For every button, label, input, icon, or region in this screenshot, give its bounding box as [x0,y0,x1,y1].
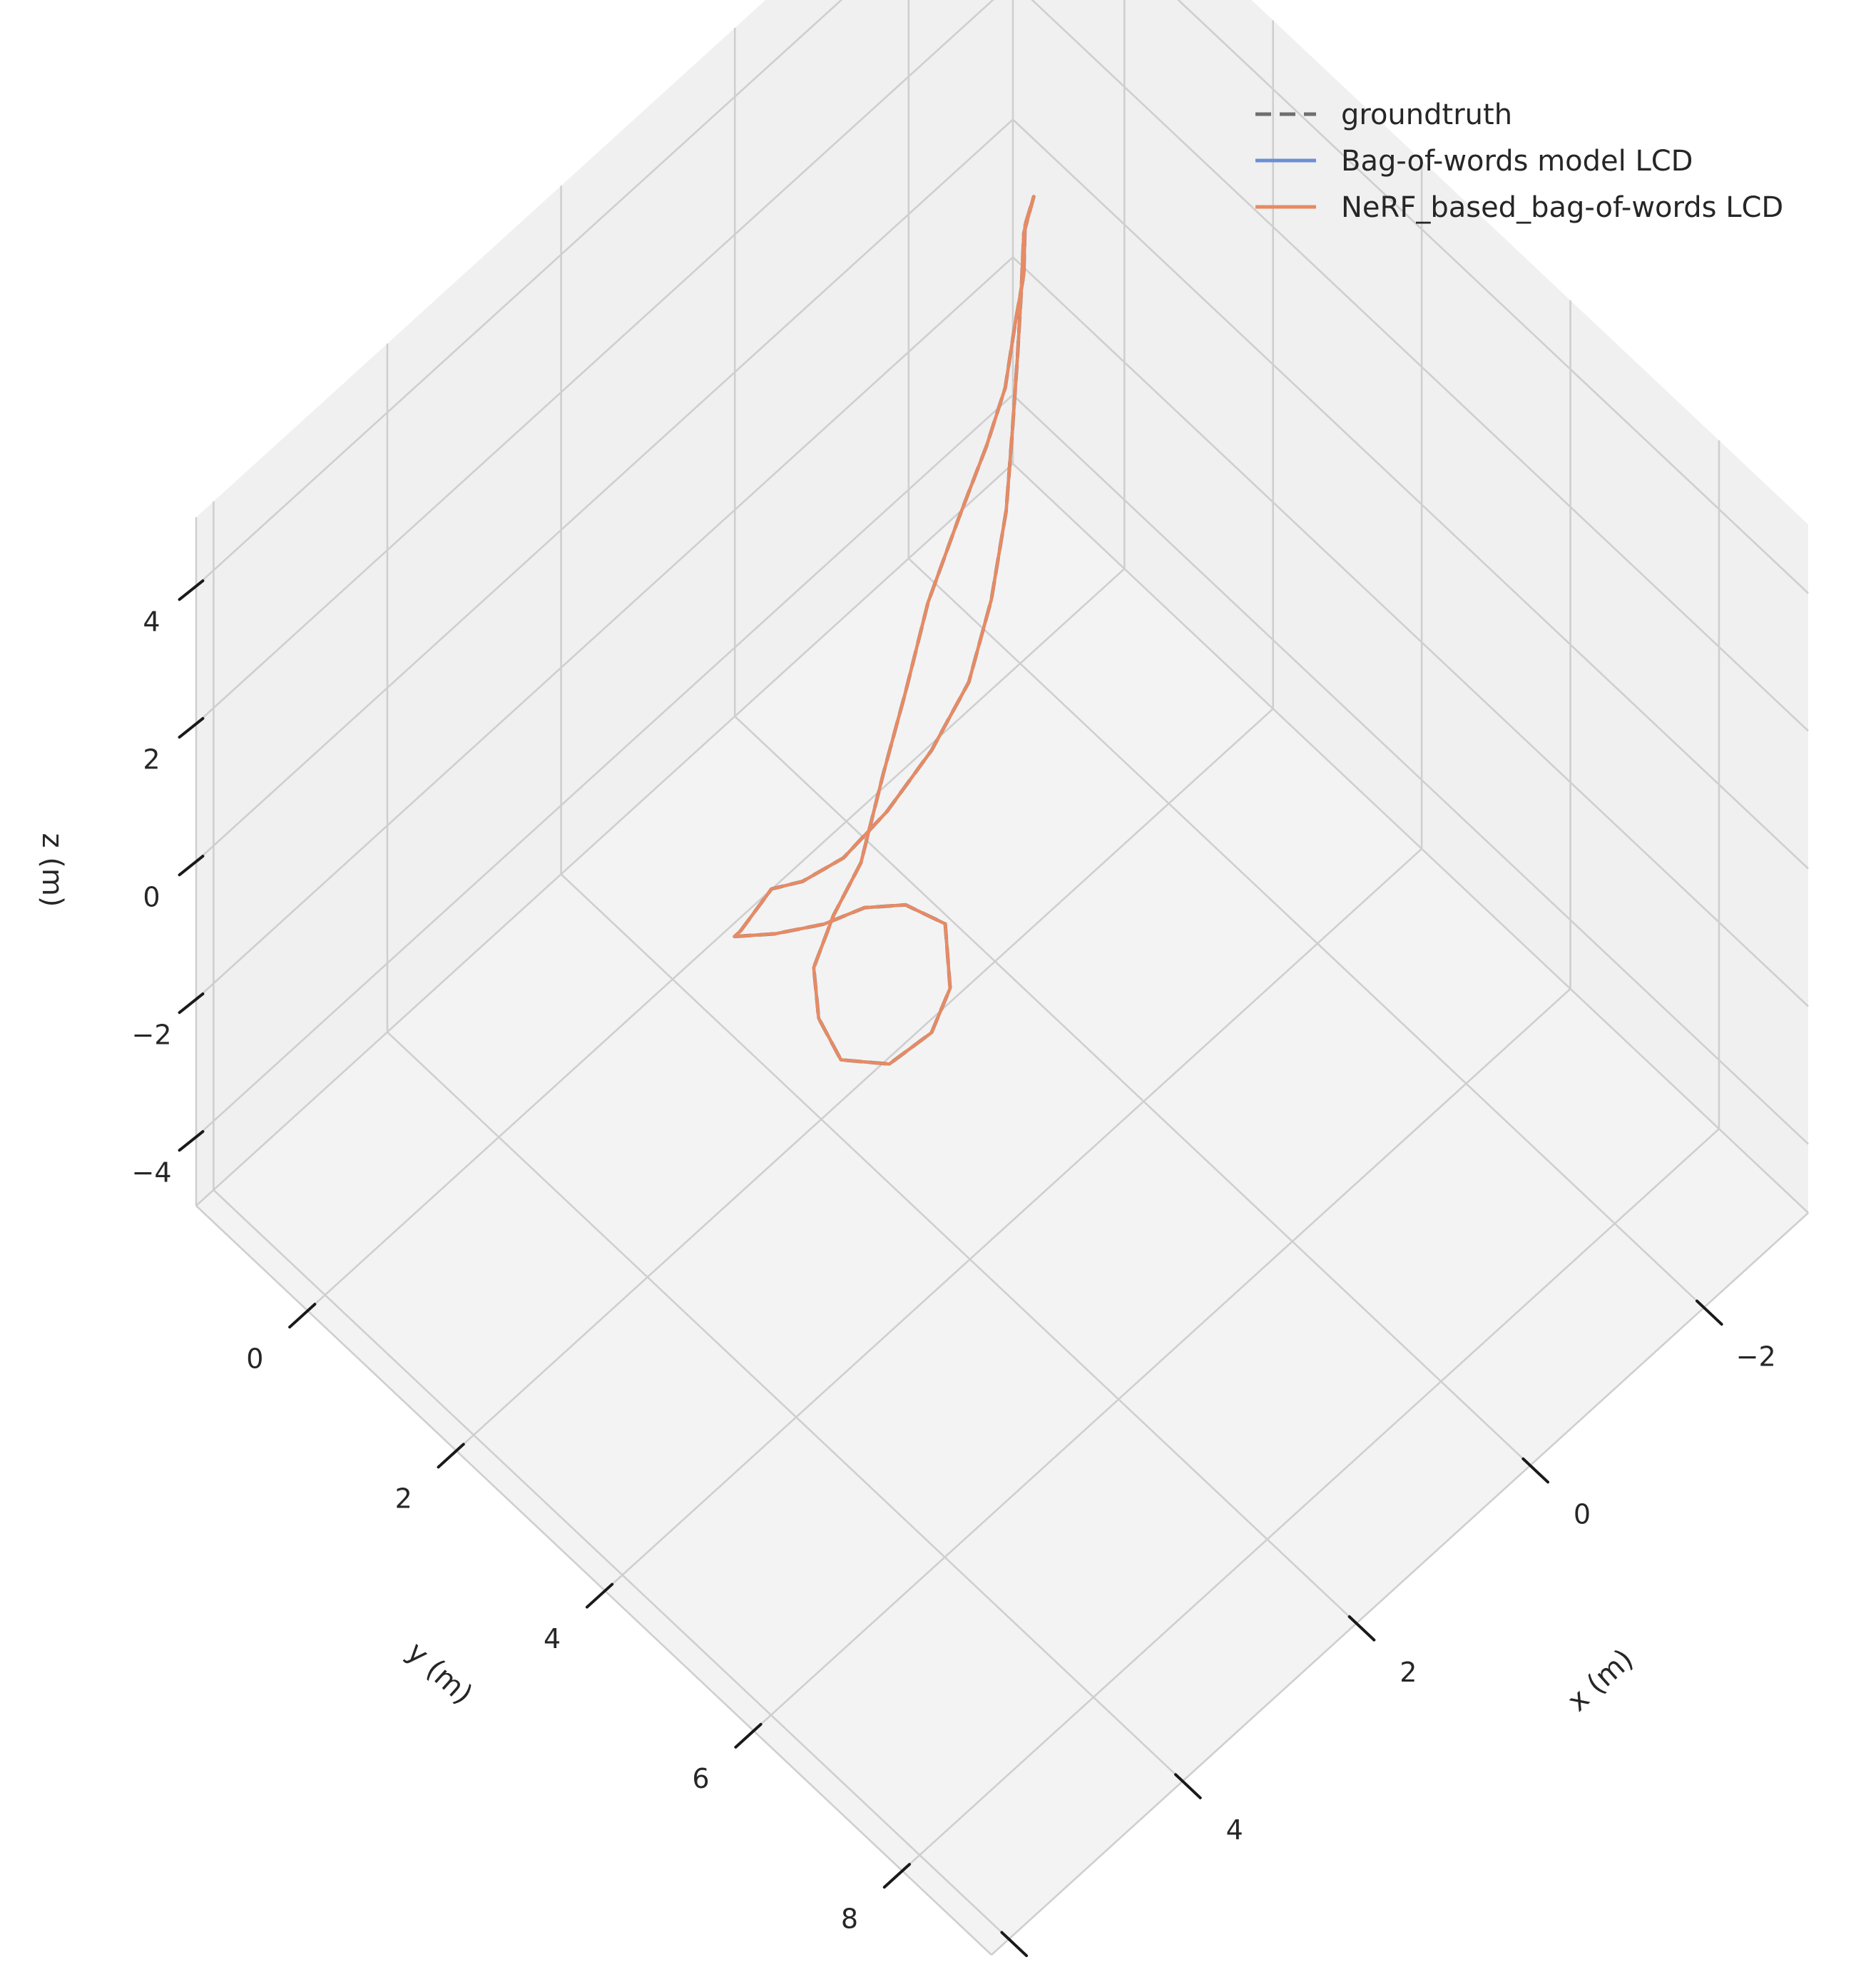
pane-y-wall [196,0,1013,1206]
grid-lines [195,0,1809,1956]
grid-z-xwall [1012,394,1809,1145]
series-nerf-bag-of-words [733,195,1036,1066]
z-tick-2-tick [178,855,205,877]
trajectory-series [733,195,1036,1066]
y-tick-2-tick [585,1582,614,1609]
x-tick-1-label: 0 [1574,1499,1591,1530]
x-tick-1-tick [1521,1457,1549,1484]
y-tick-0-label: 0 [246,1343,263,1374]
grid-z-xwall [1031,0,1809,732]
y-axis-label: y (m) [400,1636,479,1711]
y-tick-1-label: 2 [395,1483,412,1515]
x-axis-label: x (m) [1561,1643,1640,1718]
axis-ticks [178,579,1723,1958]
grid-x-floor [560,873,1357,1625]
z-axis-label: z (m) [36,833,68,908]
grid-z-xwall [1012,118,1809,870]
grid-x-floor [387,1031,1183,1782]
legend-label-bag-of-words: Bag-of-words model LCD [1341,145,1693,178]
y-tick-4-tick [882,1863,912,1889]
pane-floor [196,464,1808,1955]
grid-z-ywall [195,0,843,587]
x-tick-2-tick [1347,1615,1376,1642]
legend-label-groundtruth: groundtruth [1341,98,1512,131]
pane-x-wall [1013,0,1808,1213]
grid-y-floor [604,848,1423,1592]
y-tick-3-tick [734,1722,763,1749]
axis-panes [196,0,1808,1955]
x-tick-4-tick [1000,1931,1029,1958]
grid-z-ywall [195,394,1014,1138]
x-tick-0-label: −2 [1736,1341,1776,1372]
grid-y-floor [455,708,1274,1452]
x-tick-2-label: 2 [1400,1657,1417,1688]
tick-labels: −2024602468420−2−4 [132,606,1776,1934]
z-tick-0-tick [178,579,205,601]
legend-label-nerf-bag-of-words: NeRF_based_bag-of-words LCD [1341,191,1783,224]
z-tick-1-tick [178,717,205,739]
grid-x-floor [907,557,1705,1308]
z-tick-2-label: 0 [143,881,160,913]
x-tick-3-tick [1174,1773,1202,1799]
z-tick-3-label: −2 [132,1019,172,1050]
y-tick-1-tick [437,1443,465,1469]
grid-y-floor [902,1128,1720,1872]
pane-edge [991,1212,1809,1956]
pane-edge [195,1205,992,1956]
legend: groundtruth Bag-of-words model LCD NeRF_… [1255,98,1783,224]
y-tick-0-tick [288,1303,317,1329]
y-tick-2-label: 4 [544,1623,561,1655]
x-tick-0-tick [1695,1299,1723,1326]
z-tick-0-label: 4 [143,606,160,637]
grid-z-ywall [195,118,1014,863]
grid-z-xwall [1012,256,1809,1007]
z-tick-4-tick [178,1130,205,1152]
z-tick-3-tick [178,992,205,1015]
grid-y-floor [307,568,1126,1312]
z-tick-4-label: −4 [132,1157,172,1188]
y-tick-4-label: 8 [841,1903,858,1934]
grid-z-ywall [195,0,994,725]
grid-x-floor [213,1189,1010,1940]
grid-z-xwall [1177,0,1809,594]
z-tick-1-label: 2 [143,743,160,775]
pane-edge [1012,463,1809,1214]
grid-y-floor [753,988,1571,1732]
grid-z-ywall [195,256,1014,1000]
pane-edge [195,463,1014,1206]
y-tick-3-label: 6 [692,1763,709,1794]
x-tick-3-label: 4 [1226,1814,1243,1846]
